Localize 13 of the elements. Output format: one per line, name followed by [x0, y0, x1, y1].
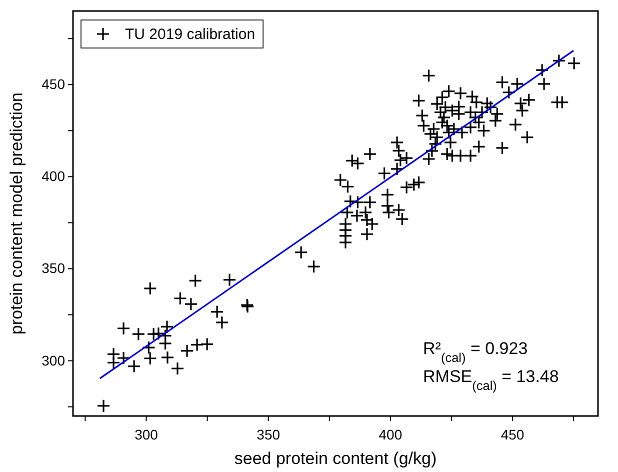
x-tick-label: 350: [256, 426, 280, 442]
x-tick-label: 400: [378, 426, 402, 442]
annotation: RMSE$_{(cal)}$ = 13.48: [423, 367, 559, 392]
legend-label: TU 2019 calibration: [125, 26, 256, 43]
annotation: R²$_{(cal)}$ = 0.923: [423, 339, 528, 364]
x-tick-label: 300: [134, 426, 158, 442]
y-tick-label: 450: [42, 76, 66, 92]
x-tick-label: 450: [500, 426, 524, 442]
y-tick-label: 350: [42, 260, 66, 276]
y-axis-title: protein content model prediction: [7, 92, 26, 334]
y-tick-label: 300: [42, 352, 66, 368]
y-tick-label: 400: [42, 168, 66, 184]
x-axis-title: seed protein content (g/kg): [234, 449, 437, 468]
